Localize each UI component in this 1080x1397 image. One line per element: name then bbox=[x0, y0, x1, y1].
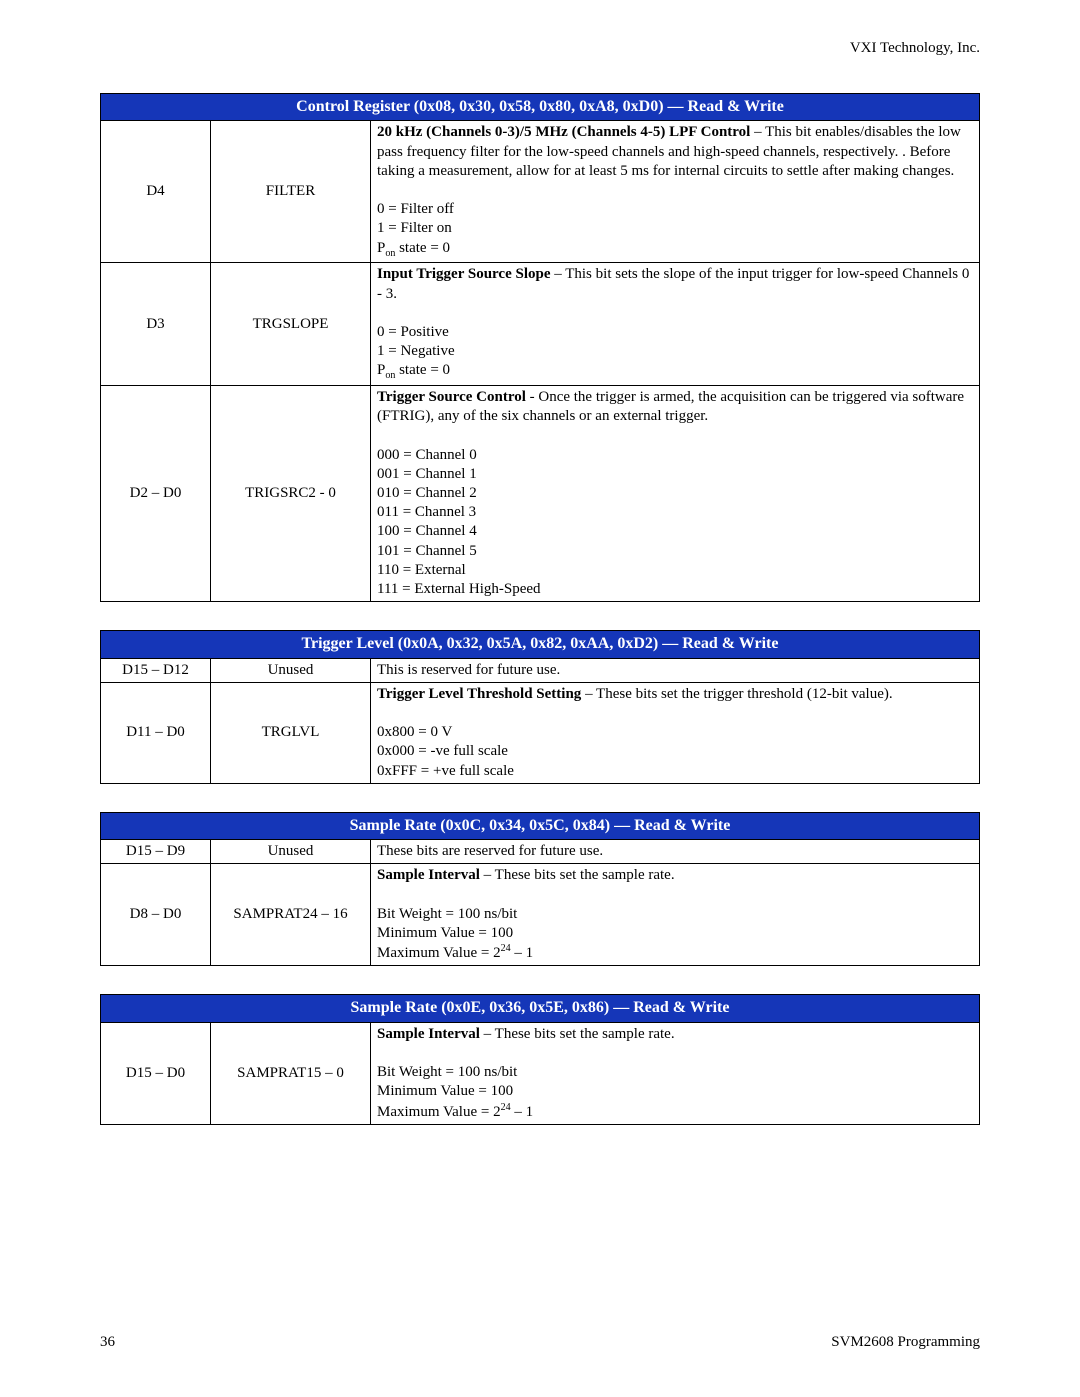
description-cell: These bits are reserved for future use. bbox=[371, 840, 980, 864]
register-table: Control Register (0x08, 0x30, 0x58, 0x80… bbox=[100, 93, 980, 602]
company-name: VXI Technology, Inc. bbox=[100, 40, 980, 57]
description-cell: This is reserved for future use. bbox=[371, 658, 980, 682]
field-name-cell: Unused bbox=[211, 658, 371, 682]
table-header: Trigger Level (0x0A, 0x32, 0x5A, 0x82, 0… bbox=[101, 631, 980, 658]
table-row: D15 – D12UnusedThis is reserved for futu… bbox=[101, 658, 980, 682]
description-cell: Trigger Level Threshold Setting – These … bbox=[371, 682, 980, 783]
table-header: Sample Rate (0x0C, 0x34, 0x5C, 0x84) — R… bbox=[101, 812, 980, 839]
description-cell: Sample Interval – These bits set the sam… bbox=[371, 1022, 980, 1124]
page-footer: 36 SVM2608 Programming bbox=[100, 1334, 980, 1351]
description-cell: Sample Interval – These bits set the sam… bbox=[371, 864, 980, 966]
bits-cell: D11 – D0 bbox=[101, 682, 211, 783]
field-name-cell: FILTER bbox=[211, 121, 371, 263]
bits-cell: D8 – D0 bbox=[101, 864, 211, 966]
register-table: Sample Rate (0x0E, 0x36, 0x5E, 0x86) — R… bbox=[100, 994, 980, 1124]
field-name-cell: TRIGSRC2 - 0 bbox=[211, 386, 371, 602]
description-cell: Trigger Source Control - Once the trigge… bbox=[371, 386, 980, 602]
table-row: D3TRGSLOPEInput Trigger Source Slope – T… bbox=[101, 263, 980, 386]
field-name-cell: SAMPRAT15 – 0 bbox=[211, 1022, 371, 1124]
tables-container: Control Register (0x08, 0x30, 0x58, 0x80… bbox=[100, 93, 980, 1125]
description-cell: 20 kHz (Channels 0-3)/5 MHz (Channels 4-… bbox=[371, 121, 980, 263]
table-row: D15 – D0SAMPRAT15 – 0Sample Interval – T… bbox=[101, 1022, 980, 1124]
register-table: Trigger Level (0x0A, 0x32, 0x5A, 0x82, 0… bbox=[100, 630, 980, 784]
table-header: Sample Rate (0x0E, 0x36, 0x5E, 0x86) — R… bbox=[101, 995, 980, 1022]
table-row: D8 – D0SAMPRAT24 – 16Sample Interval – T… bbox=[101, 864, 980, 966]
bits-cell: D15 – D9 bbox=[101, 840, 211, 864]
table-header: Control Register (0x08, 0x30, 0x58, 0x80… bbox=[101, 94, 980, 121]
bits-cell: D15 – D0 bbox=[101, 1022, 211, 1124]
doc-title: SVM2608 Programming bbox=[831, 1334, 980, 1351]
table-row: D2 – D0TRIGSRC2 - 0Trigger Source Contro… bbox=[101, 386, 980, 602]
page-number: 36 bbox=[100, 1334, 115, 1351]
bits-cell: D3 bbox=[101, 263, 211, 386]
description-cell: Input Trigger Source Slope – This bit se… bbox=[371, 263, 980, 386]
table-row: D11 – D0TRGLVLTrigger Level Threshold Se… bbox=[101, 682, 980, 783]
table-row: D15 – D9UnusedThese bits are reserved fo… bbox=[101, 840, 980, 864]
field-name-cell: TRGSLOPE bbox=[211, 263, 371, 386]
register-table: Sample Rate (0x0C, 0x34, 0x5C, 0x84) — R… bbox=[100, 812, 980, 967]
bits-cell: D4 bbox=[101, 121, 211, 263]
bits-cell: D2 – D0 bbox=[101, 386, 211, 602]
table-row: D4FILTER20 kHz (Channels 0-3)/5 MHz (Cha… bbox=[101, 121, 980, 263]
document-page: VXI Technology, Inc. Control Register (0… bbox=[0, 0, 1080, 1397]
field-name-cell: TRGLVL bbox=[211, 682, 371, 783]
field-name-cell: Unused bbox=[211, 840, 371, 864]
bits-cell: D15 – D12 bbox=[101, 658, 211, 682]
field-name-cell: SAMPRAT24 – 16 bbox=[211, 864, 371, 966]
